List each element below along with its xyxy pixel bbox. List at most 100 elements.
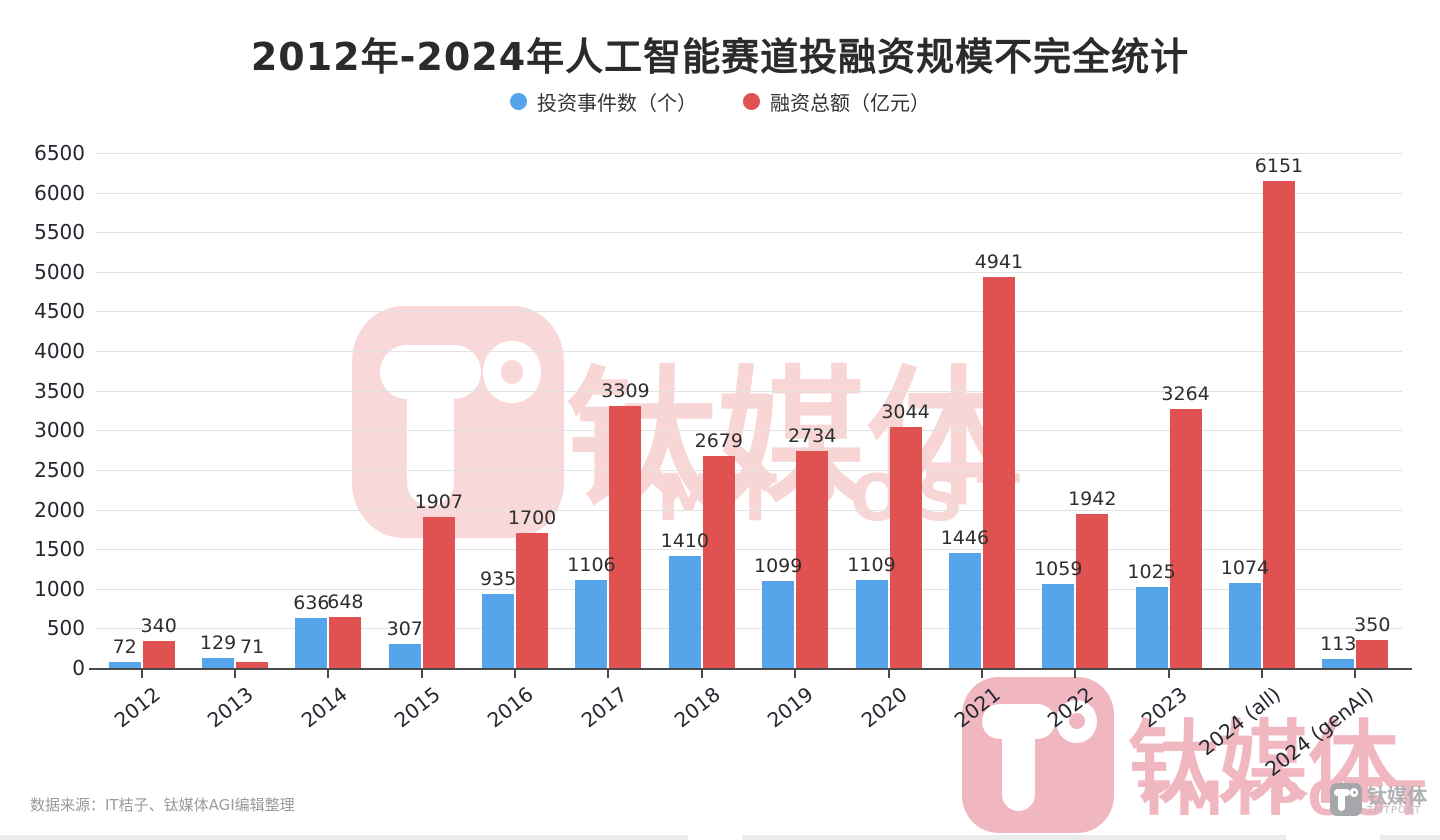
x-axis-tick (327, 670, 330, 678)
bar-投资事件数（个）-2014 (295, 617, 328, 668)
bar-value-label: 72 (112, 636, 137, 659)
chart-legend: 投资事件数（个） 融资总额（亿元） (0, 87, 1440, 116)
bar-融资总额（亿元）-2018 (702, 455, 735, 668)
bar-value-label: 1059 (1034, 558, 1083, 581)
bar-融资总额（亿元）-2019 (796, 451, 829, 668)
bar-value-label: 350 (1354, 614, 1391, 637)
y-axis-label: 1500 (34, 537, 85, 562)
bar-投资事件数（个）-2020 (855, 580, 888, 668)
cropped-table-edge (1380, 835, 1440, 840)
x-axis-tick (420, 670, 423, 678)
gridline (95, 469, 1402, 471)
y-axis-label: 2500 (34, 457, 85, 482)
gridline (95, 430, 1402, 432)
bar-value-label: 4941 (974, 250, 1024, 273)
bar-融资总额（亿元）-2020 (889, 426, 922, 668)
gridline (95, 628, 1402, 630)
legend-label: 投资事件数（个） (537, 90, 697, 115)
x-axis-tick (887, 670, 890, 678)
y-axis-label: 3000 (34, 418, 85, 443)
bar-value-label: 113 (1320, 633, 1357, 656)
gridline (95, 311, 1402, 313)
bar-value-label: 1074 (1220, 556, 1270, 579)
bar-投资事件数（个）-2012 (108, 662, 141, 668)
y-axis-label: 1000 (34, 576, 85, 601)
bar-投资事件数（个）-2017 (575, 580, 608, 668)
logo-t-stem (407, 352, 454, 506)
bar-融资总额（亿元）-2022 (1076, 514, 1109, 668)
bar-投资事件数（个）-2021 (948, 553, 981, 668)
bar-value-label: 340 (140, 615, 177, 638)
bar-投资事件数（个）-2023 (1135, 586, 1168, 668)
y-axis-label: 4500 (34, 299, 85, 324)
bar-融资总额（亿元）-2021 (982, 276, 1015, 668)
x-axis-label: 2020 (856, 682, 912, 733)
y-axis-label: 4000 (34, 339, 85, 364)
y-axis-label: 500 (46, 616, 85, 641)
logo-t-ring-hole (1352, 790, 1356, 795)
bar-投资事件数（个）-2022 (1042, 584, 1075, 668)
y-axis-label: 0 (72, 656, 85, 680)
legend-item-1: 融资总额（亿元） (743, 87, 930, 116)
gridline (95, 192, 1402, 194)
bar-value-label: 1700 (507, 507, 557, 530)
cropped-table-edge (0, 835, 688, 840)
bar-投资事件数（个）-2013 (202, 657, 235, 668)
bar-投资事件数（个）-2015 (388, 643, 421, 668)
x-axis-tick (514, 670, 517, 678)
legend-item-0: 投资事件数（个） (510, 87, 697, 116)
bar-value-label: 1907 (414, 490, 463, 513)
bar-融资总额（亿元）-2024 (genAI) (1356, 640, 1389, 668)
bar-value-label: 1446 (940, 527, 990, 550)
logo-t-ring (1349, 787, 1359, 797)
gridline (95, 390, 1402, 392)
gridline (95, 153, 1402, 154)
bar-融资总额（亿元）-2023 (1169, 409, 1202, 668)
bar-value-label: 3264 (1161, 383, 1210, 406)
y-axis-label: 6500 (34, 141, 85, 165)
bar-融资总额（亿元）-2015 (422, 516, 455, 668)
bar-融资总额（亿元）-2024 (all) (1262, 180, 1295, 668)
bar-value-label: 648 (327, 590, 364, 613)
x-axis-label: 2018 (669, 682, 725, 733)
x-axis-label: 2019 (763, 682, 818, 733)
bar-投资事件数（个）-2024 (genAI) (1322, 659, 1355, 668)
bar-融资总额（亿元）-2017 (609, 405, 642, 668)
x-axis-label: 2017 (576, 682, 632, 733)
watermark-corner-en: TMTPOST (1367, 805, 1422, 816)
bar-value-label: 307 (386, 617, 423, 640)
gridline (95, 271, 1402, 273)
bar-投资事件数（个）-2016 (482, 593, 515, 668)
bar-融资总额（亿元）-2013 (236, 662, 269, 668)
y-axis-label: 3500 (34, 378, 85, 403)
bar-value-label: 1942 (1068, 488, 1117, 511)
tmtpost-logo-icon (962, 677, 1114, 833)
data-source-note: 数据来源：IT桔子、钛媒体AGI编辑整理 (30, 796, 295, 814)
bar-value-label: 1099 (753, 554, 803, 577)
x-axis-tick (1167, 670, 1170, 678)
legend-dot-icon (510, 92, 527, 110)
x-axis-label: 2016 (482, 682, 538, 733)
x-axis-tick (140, 670, 143, 678)
bar-融资总额（亿元）-2012 (142, 641, 175, 668)
x-axis-label: 2015 (389, 682, 445, 733)
x-axis-tick (1260, 670, 1263, 678)
bar-value-label: 935 (479, 567, 517, 590)
bar-value-label: 1410 (660, 530, 709, 553)
bar-融资总额（亿元）-2016 (516, 533, 549, 668)
bar-value-label: 71 (239, 636, 265, 659)
x-axis-label: 2012 (109, 682, 165, 733)
gridline (95, 509, 1402, 511)
logo-t-ring (1056, 700, 1098, 743)
gridline (95, 588, 1402, 590)
y-axis-label: 5500 (34, 220, 85, 245)
legend-label: 融资总额（亿元） (770, 90, 930, 115)
bar-value-label: 2679 (694, 429, 743, 452)
cropped-table-edge (742, 835, 1286, 840)
y-axis-label: 5000 (34, 259, 85, 284)
logo-t-stem (1338, 789, 1346, 812)
tmtpost-logo-icon (1330, 783, 1362, 816)
bar-融资总额（亿元）-2014 (329, 616, 362, 668)
bar-value-label: 1025 (1127, 560, 1176, 583)
gridline (95, 351, 1402, 353)
